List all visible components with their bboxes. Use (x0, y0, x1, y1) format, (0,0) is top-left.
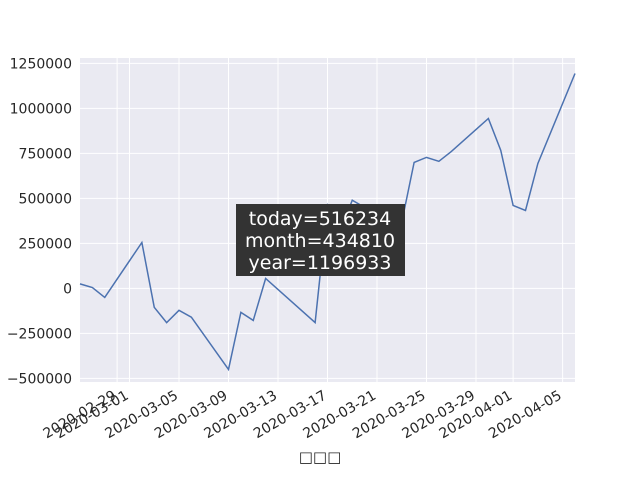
tooltip (236, 204, 405, 276)
tooltip-text: year=1196933 (249, 252, 392, 274)
y-tick-label: 0 (63, 281, 72, 297)
y-tick-label: 750000 (19, 146, 72, 162)
x-axis-label: □□□ (299, 448, 342, 466)
y-tick-label: 1250000 (10, 56, 72, 72)
y-tick-label: 1000000 (10, 101, 72, 117)
y-tick-label: 250000 (19, 236, 72, 252)
y-tick-label: −500000 (7, 371, 72, 387)
y-tick-label: −250000 (7, 326, 72, 342)
tooltip-text: today=516234 (249, 208, 391, 230)
y-tick-label: 500000 (19, 191, 72, 207)
tooltip-text: month=434810 (245, 230, 395, 252)
